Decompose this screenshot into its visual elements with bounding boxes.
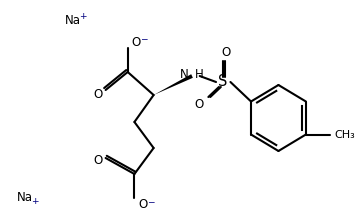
Text: O: O — [194, 99, 203, 111]
Text: H: H — [195, 69, 203, 81]
Text: +: + — [79, 12, 86, 21]
Text: O: O — [93, 88, 102, 101]
Text: +: + — [31, 197, 38, 206]
Text: Na: Na — [65, 14, 81, 27]
Polygon shape — [154, 74, 193, 95]
Text: −: − — [147, 198, 155, 207]
Text: N: N — [180, 69, 188, 81]
Text: O: O — [138, 198, 147, 212]
Text: O: O — [221, 46, 230, 58]
Text: O: O — [93, 154, 102, 168]
Text: Na: Na — [17, 191, 33, 204]
Text: O: O — [131, 35, 141, 48]
Text: −: − — [140, 35, 148, 44]
Text: CH₃: CH₃ — [335, 129, 356, 140]
Text: S: S — [218, 74, 227, 90]
